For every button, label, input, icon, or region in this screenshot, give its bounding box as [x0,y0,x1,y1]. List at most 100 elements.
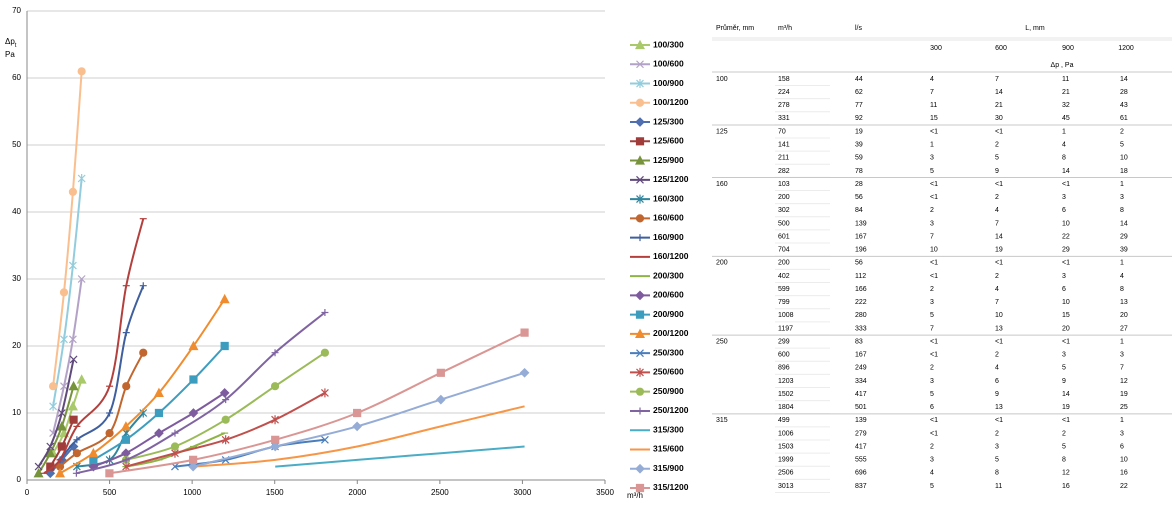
marker [57,409,66,417]
table-cell: 1008 [778,312,794,319]
table-cell: 15 [1062,312,1070,319]
table-cell: 21 [1062,89,1070,96]
legend-label: 315/300 [653,424,684,434]
table-cell: 14 [1062,391,1070,398]
marker [435,394,446,405]
table-cell: 22 [1120,483,1128,490]
y-axis-label: Δpt [5,37,17,48]
table-cell: 14 [1062,168,1070,175]
legend-marker [635,98,645,107]
table-cell: 62 [855,89,863,96]
table-cell: 7 [995,220,999,227]
x-tick-label: 500 [103,488,117,497]
table-cell: 501 [855,404,867,411]
legend-marker [636,349,644,358]
legend-label: 160/900 [653,232,684,242]
x-tick-label: 2500 [431,488,449,497]
marker [139,348,148,357]
table-cell: 601 [778,233,790,240]
table-cell: 6 [930,404,934,411]
table-cell: 8 [995,470,999,477]
table-cell: 2 [930,443,934,450]
table-cell: 167 [855,233,867,240]
table-cell: 1 [1120,181,1124,188]
marker [189,455,198,464]
table-cell: 333 [855,325,867,332]
y-tick-label: 10 [12,408,21,417]
marker [154,428,164,438]
marker [56,421,67,431]
table-cell: 83 [855,338,863,345]
table-cell: 27 [1120,325,1128,332]
table-cell: 4 [1120,273,1124,280]
marker [57,442,66,451]
series-line [125,392,326,468]
table-cell: 5 [930,391,934,398]
marker [68,187,78,196]
y-tick-label: 60 [12,73,21,82]
table-cell: 16 [1062,483,1070,490]
table-cell: 1203 [778,378,794,385]
table-cell: 2 [995,273,999,280]
table-header: l/s [855,25,863,32]
legend-marker [635,328,645,338]
table-cell: 5 [930,312,934,319]
legend-label: 250/600 [653,367,684,377]
table-cell: 799 [778,299,790,306]
marker [171,429,179,437]
table-cell: 5 [930,168,934,175]
table-cell: 500 [778,220,790,227]
marker [89,455,98,464]
table-cell: 3 [930,299,934,306]
table-cell: 39 [1120,247,1128,254]
table-cell: 158 [778,76,790,83]
table-cell: 599 [778,286,790,293]
table-cell: 3 [1120,430,1124,437]
series-line [76,311,326,475]
table-cell: 3 [930,378,934,385]
table-cell: 6 [995,378,999,385]
table-cell: 1 [1120,260,1124,267]
table-cell: 141 [778,141,790,148]
marker [320,435,329,444]
table-cell: 28 [855,181,863,188]
table-cell: 167 [855,352,867,359]
marker [59,288,69,297]
table-cell: 4 [995,286,999,293]
table-cell: 331 [778,115,790,122]
table-cell: 1 [1120,338,1124,345]
legend-label: 160/300 [653,193,684,203]
table-cell: 696 [855,470,867,477]
table-cell: 14 [995,233,1003,240]
table-cell: 2 [1062,430,1066,437]
table-cell: <1 [995,128,1003,135]
table-cell: <1 [930,352,938,359]
legend-marker [635,137,645,146]
table-cell: 2 [995,352,999,359]
legend-marker [636,367,644,377]
series-line [52,278,83,434]
table-cell: 12 [1120,378,1128,385]
y-tick-label: 50 [12,140,21,149]
marker [519,367,530,378]
table-cell: <1 [1062,260,1070,267]
table-cell: 249 [855,365,867,372]
table-cell: 8 [1062,457,1066,464]
table-cell: 4 [995,207,999,214]
table-cell: 10 [1120,155,1128,162]
table-cell: 3 [1062,273,1066,280]
marker [271,435,280,444]
marker [320,348,330,357]
series-line [109,331,526,475]
table-cell: 61 [1120,115,1128,122]
table-cell: 5 [1120,141,1124,148]
table-cell: 21 [995,102,1003,109]
table-cell: 7 [930,325,934,332]
table-cell: 299 [778,338,790,345]
marker [122,382,131,391]
table-cell: 19 [1120,391,1128,398]
marker [188,340,199,351]
table-cell: 29 [1120,233,1128,240]
table-cell: 8 [1120,286,1124,293]
